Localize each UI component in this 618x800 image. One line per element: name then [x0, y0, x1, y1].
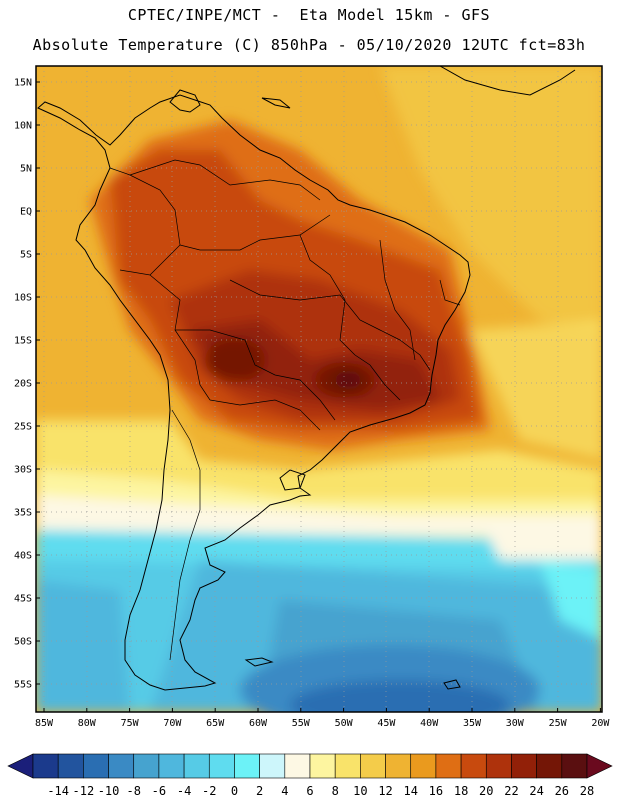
colorbar-swatch	[536, 753, 563, 779]
chart-title: CPTEC/INPE/MCT - Eta Model 15km - GFS	[127, 6, 491, 24]
colorbar: -14 -12 -10 -8 -6 -4 -2 0 2 4 6 8 10 12 14 16 18 20 22 24 26…	[7, 753, 613, 798]
lat-label: 15S	[14, 336, 32, 347]
lat-label: 55S	[14, 680, 32, 691]
colorbar-label: -10	[98, 784, 120, 798]
colorbar-swatch	[511, 753, 537, 779]
colorbar-swatch	[133, 753, 160, 779]
colorbar-max-arrow	[586, 753, 613, 779]
colorbar-swatch	[334, 753, 361, 779]
colorbar-swatch	[561, 753, 588, 779]
lat-label: 5S	[20, 250, 32, 261]
colorbar-label: 24	[529, 784, 543, 798]
colorbar-swatch	[460, 753, 487, 779]
colorbar-swatch	[259, 753, 286, 779]
lon-label: 55W	[292, 718, 311, 729]
lon-label: 50W	[335, 718, 354, 729]
lon-label: 85W	[35, 718, 54, 729]
colorbar-label: 22	[504, 784, 518, 798]
colorbar-swatch	[57, 753, 84, 779]
colorbar-label: 26	[555, 784, 569, 798]
lat-label: EQ	[20, 207, 32, 218]
chart-subtitle: Absolute Temperature (C) 850hPa - 05/10/…	[32, 36, 586, 54]
colorbar-swatch	[309, 753, 336, 779]
latitude-labels: 15N 10N 5N EQ 5S 10S 15S 20S 25S 30S 35S 40S 45S 50S 5…	[14, 78, 40, 691]
colorbar-label: 10	[353, 784, 367, 798]
lat-label: 10N	[14, 121, 32, 132]
lat-label: 45S	[14, 594, 32, 605]
lat-label: 40S	[14, 551, 32, 562]
lat-label: 35S	[14, 508, 32, 519]
lon-label: 70W	[163, 718, 182, 729]
lon-label: 45W	[377, 718, 396, 729]
colorbar-label: 20	[479, 784, 493, 798]
colorbar-min-arrow	[7, 753, 34, 779]
map-frame	[35, 65, 603, 713]
colorbar-label: -6	[152, 784, 166, 798]
colorbar-label: -14	[47, 784, 69, 798]
colorbar-label: 16	[429, 784, 443, 798]
colorbar-swatch	[435, 753, 462, 779]
colorbar-label: 12	[378, 784, 392, 798]
lat-label: 20S	[14, 379, 32, 390]
colorbar-swatch	[284, 753, 311, 779]
lat-label: 50S	[14, 637, 32, 648]
colorbar-label: 2	[256, 784, 263, 798]
temperature-field	[36, 66, 602, 712]
lon-label: 30W	[506, 718, 525, 729]
colorbar-swatch	[234, 753, 260, 779]
lon-label: 60W	[249, 718, 268, 729]
colorbar-label: -4	[177, 784, 191, 798]
lon-label: 20W	[591, 718, 610, 729]
colorbar-label: 14	[404, 784, 418, 798]
lat-label: 15N	[14, 78, 32, 89]
lat-label: 25S	[14, 422, 32, 433]
colorbar-swatch	[410, 753, 437, 779]
coastlines	[37, 66, 576, 691]
lat-label: 10S	[14, 293, 32, 304]
colorbar-swatch	[360, 753, 386, 779]
colorbar-swatch	[32, 753, 59, 779]
colorbar-label: 8	[332, 784, 339, 798]
colorbar-swatch	[108, 753, 135, 779]
colorbar-swatch	[158, 753, 185, 779]
colorbar-swatch	[183, 753, 210, 779]
lon-label: 80W	[78, 718, 97, 729]
colorbar-label: -8	[127, 784, 141, 798]
colorbar-label: -2	[202, 784, 216, 798]
colorbar-swatch	[485, 753, 512, 779]
lon-label: 35W	[463, 718, 482, 729]
colorbar-swatch	[208, 753, 235, 779]
colorbar-label: 0	[231, 784, 238, 798]
lon-label: 75W	[121, 718, 140, 729]
colorbar-label: -12	[73, 784, 95, 798]
colorbar-label: 6	[306, 784, 313, 798]
lat-label: 30S	[14, 465, 32, 476]
colorbar-label: 4	[281, 784, 288, 798]
lon-label: 25W	[549, 718, 568, 729]
colorbar-label: 28	[580, 784, 594, 798]
lon-label: 40W	[420, 718, 439, 729]
colorbar-label: 18	[454, 784, 468, 798]
lat-label: 5N	[20, 164, 32, 175]
lon-label: 65W	[206, 718, 225, 729]
country-borders	[109, 159, 461, 661]
longitude-labels: 85W 80W 75W 70W 65W 60W 55W 50W 45W 40W 35W 30W 25W 2…	[35, 708, 610, 729]
colorbar-swatch	[385, 753, 412, 779]
colorbar-swatch	[83, 753, 109, 779]
